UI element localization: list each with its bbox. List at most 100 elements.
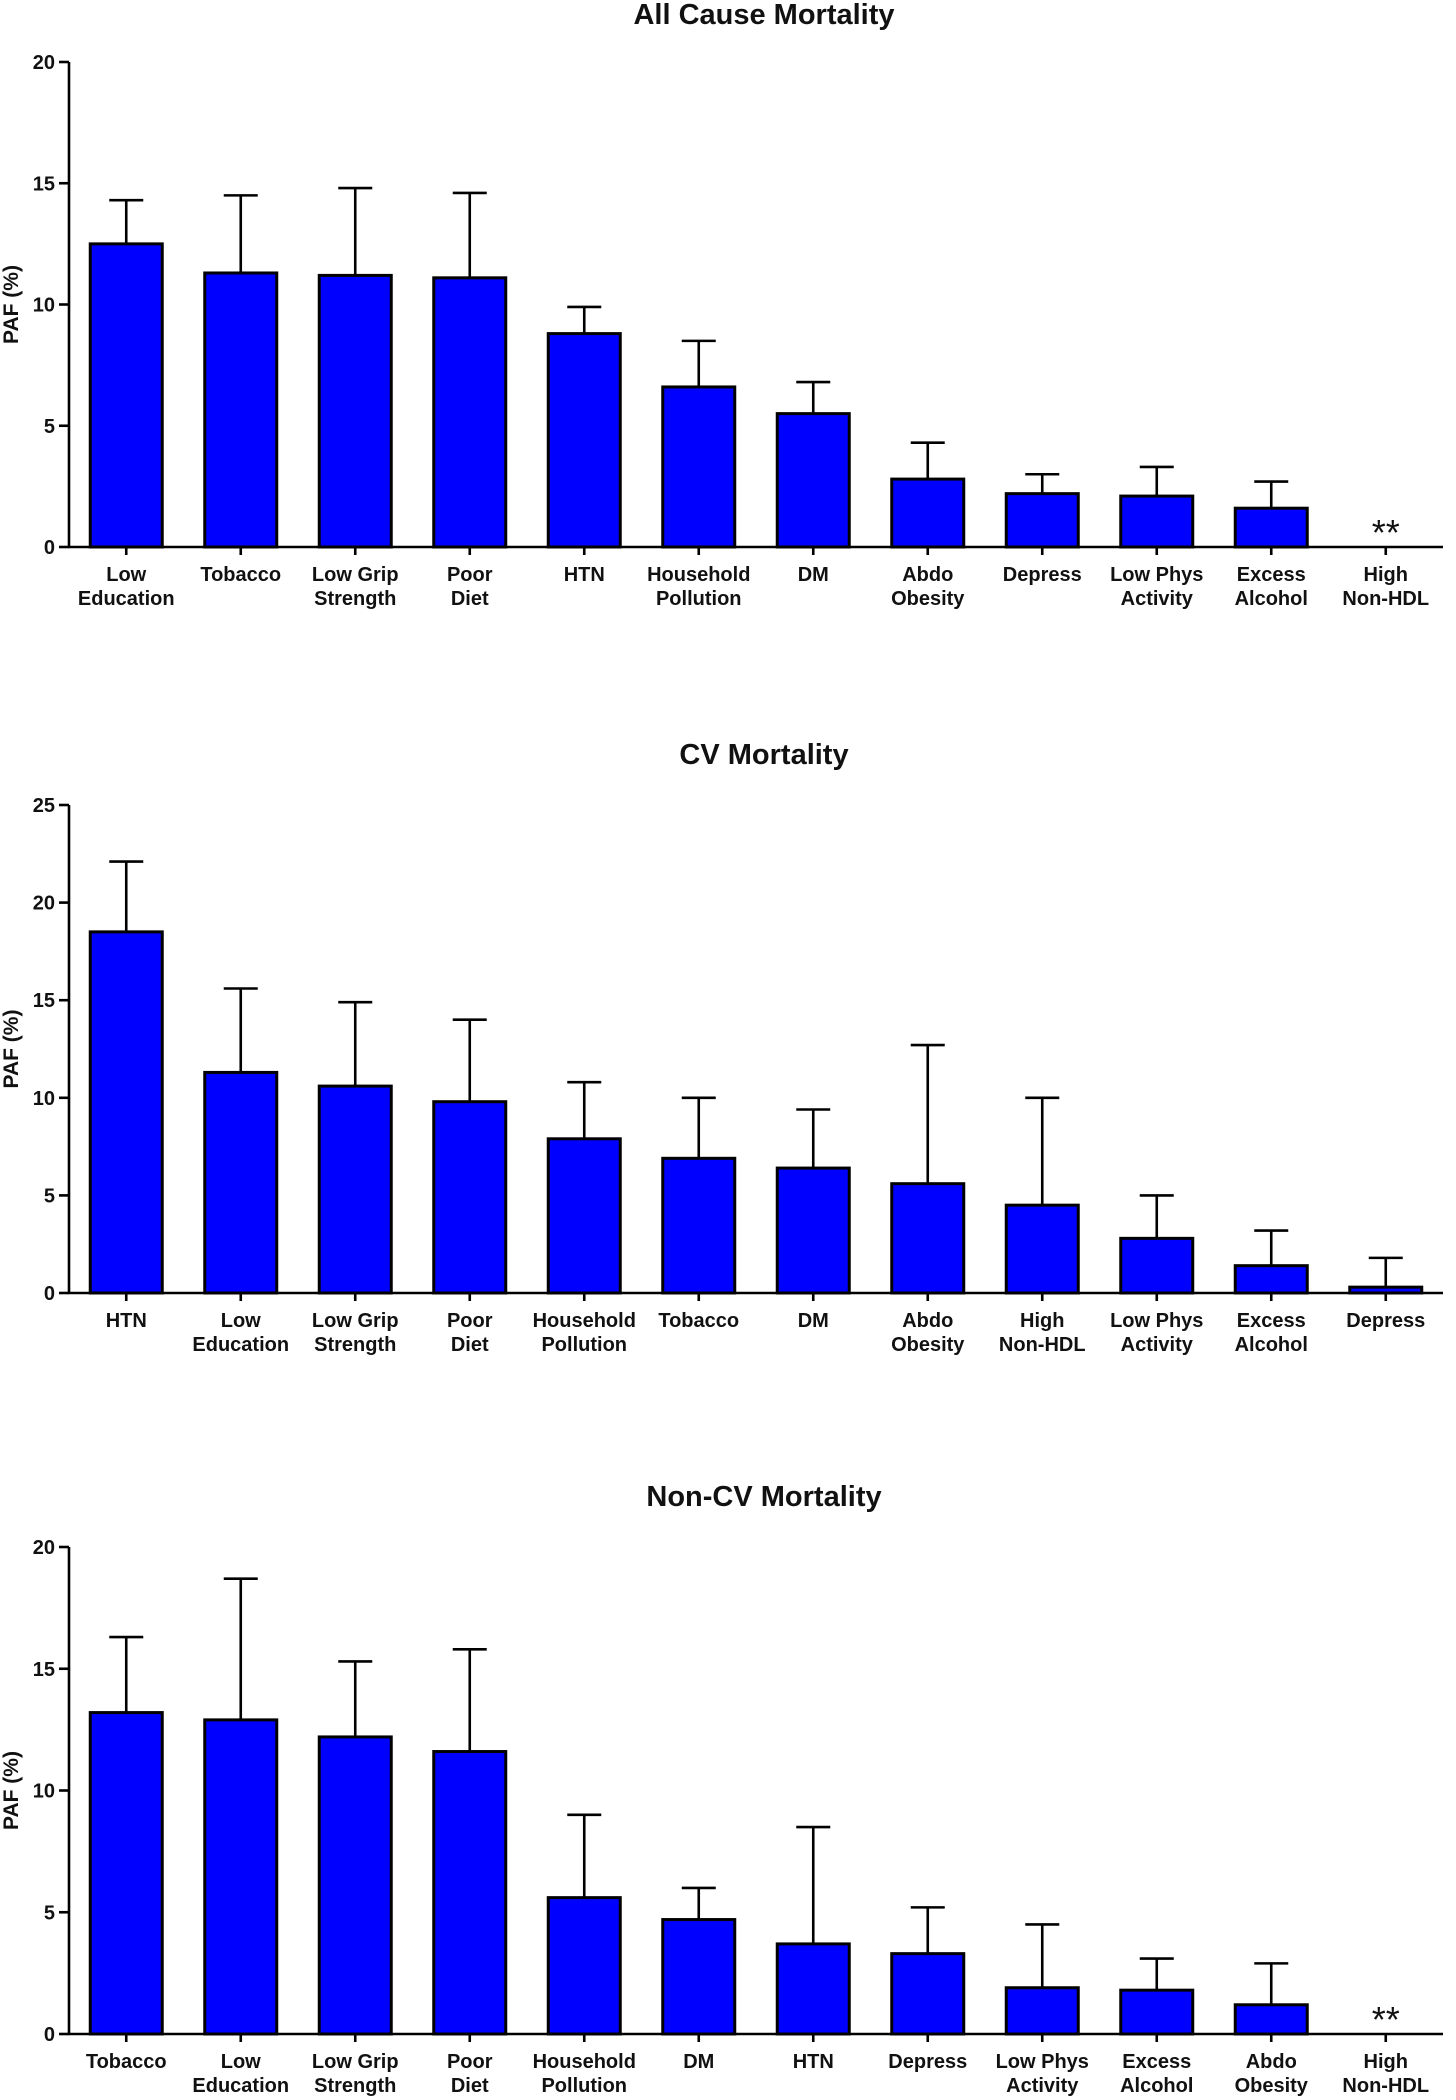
x-tick-label-excess-alcohol: Alcohol [1235, 588, 1308, 610]
y-tick-label: 0 [44, 537, 55, 559]
x-tick-label-poor-diet: Diet [451, 588, 489, 610]
bar-low-grip-strength [317, 273, 393, 549]
x-tick-label-abdo-obesity: Obesity [891, 588, 965, 610]
x-tick-label-htn: HTN [106, 1310, 147, 1332]
x-tick-label-high-non-hdl: Non-HDL [1342, 2075, 1429, 2097]
panel-cv-mortality: CV Mortality PAF (%) 0 5 10 15 20 25 HTN LowEduca… [0, 739, 1443, 1356]
y-tick-label: 10 [33, 295, 55, 317]
x-tick-label-depress: Depress [1346, 1310, 1425, 1332]
x-tick-label-low-grip-strength: Low Grip [312, 2051, 399, 2073]
x-tick-label-household-pollution: Household [533, 1310, 636, 1332]
x-tick-label-poor-diet: Poor [447, 1310, 493, 1332]
y-tick-label: 15 [33, 1659, 55, 1681]
x-tick-label-tobacco: Tobacco [200, 564, 281, 586]
x-tick-label-high-non-hdl: Non-HDL [999, 1334, 1086, 1356]
x-tick-label-low-phys-activity: Low Phys [996, 2051, 1089, 2073]
x-tick-label-household-pollution: Pollution [541, 1334, 627, 1356]
x-tick-label-htn: HTN [793, 2051, 834, 2073]
bar-poor-diet [432, 1100, 508, 1295]
y-tick-label: 20 [33, 893, 55, 915]
bar-htn [775, 1942, 851, 2036]
x-tick-label-poor-diet: Poor [447, 2051, 493, 2073]
bar-tobacco [661, 1156, 737, 1295]
bar-low-grip-strength [317, 1084, 393, 1295]
bar-excess-alcohol [1119, 1988, 1195, 2036]
bar-htn [546, 332, 622, 549]
y-tick-label: 10 [33, 1088, 55, 1110]
x-tick-label-depress: Depress [1003, 564, 1082, 586]
x-tick-label-excess-alcohol: Alcohol [1235, 1334, 1308, 1356]
x-tick-label-poor-diet: Diet [451, 2075, 489, 2097]
y-tick-label: 25 [33, 795, 55, 817]
bar-abdo-obesity [890, 1182, 966, 1295]
x-tick-label-low-grip-strength: Low Grip [312, 564, 399, 586]
bar-abdo-obesity [890, 477, 966, 549]
x-tick-label-low-phys-activity: Activity [1121, 1334, 1194, 1356]
y-tick-label: 15 [33, 990, 55, 1012]
y-tick-label: 0 [44, 1283, 55, 1305]
chart-title: CV Mortality [679, 739, 848, 771]
x-tick-label-dm: DM [798, 1310, 829, 1332]
x-tick-label-dm: DM [683, 2051, 714, 2073]
x-tick-label-household-pollution: Household [647, 564, 750, 586]
bar-excess-alcohol [1233, 506, 1309, 549]
bar-dm [775, 412, 851, 549]
y-tick-label: 5 [44, 416, 55, 438]
x-tick-label-household-pollution: Household [533, 2051, 636, 2073]
y-axis-label: PAF (%) [0, 1751, 23, 1830]
bar-high-non-hdl [1004, 1203, 1080, 1295]
x-tick-label-high-non-hdl: High [1364, 564, 1408, 586]
y-tick-label: 20 [33, 52, 55, 74]
y-tick-label: 5 [44, 1902, 55, 1924]
bar-poor-diet [432, 276, 508, 549]
x-tick-label-low-grip-strength: Strength [314, 2075, 396, 2097]
x-tick-label-low-phys-activity: Activity [1006, 2075, 1079, 2097]
y-tick-label: 15 [33, 173, 55, 195]
bar-tobacco [88, 1711, 164, 2036]
chart-title: Non-CV Mortality [646, 1481, 881, 1513]
y-tick-label: 10 [33, 1781, 55, 1803]
x-tick-label-low-phys-activity: Low Phys [1110, 564, 1203, 586]
bar-low-education [203, 1070, 279, 1295]
bar-poor-diet [432, 1750, 508, 2036]
x-tick-label-low-phys-activity: Low Phys [1110, 1310, 1203, 1332]
y-axis-label: PAF (%) [0, 265, 23, 344]
x-tick-label-low-grip-strength: Low Grip [312, 1310, 399, 1332]
x-tick-label-high-non-hdl: High [1020, 1310, 1064, 1332]
x-tick-label-excess-alcohol: Excess [1237, 1310, 1306, 1332]
x-tick-label-abdo-obesity: Obesity [891, 1334, 965, 1356]
bar-depress [890, 1952, 966, 2036]
bar-low-phys-activity [1004, 1986, 1080, 2036]
x-tick-label-excess-alcohol: Excess [1122, 2051, 1191, 2073]
bar-dm [775, 1166, 851, 1295]
bar-excess-alcohol [1233, 1264, 1309, 1295]
bar-dm [661, 1918, 737, 2036]
bar-low-education [88, 242, 164, 549]
bar-tobacco [203, 271, 279, 549]
bar-household-pollution [546, 1896, 622, 2036]
x-tick-label-depress: Depress [888, 2051, 967, 2073]
y-tick-label: 20 [33, 1537, 55, 1559]
x-tick-label-low-education: Education [78, 588, 175, 610]
chart-title: All Cause Mortality [633, 0, 894, 31]
bar-htn [88, 930, 164, 1295]
x-tick-label-tobacco: Tobacco [658, 1310, 739, 1332]
bar-low-phys-activity [1119, 494, 1195, 549]
x-tick-label-abdo-obesity: Abdo [902, 1310, 953, 1332]
x-tick-label-low-grip-strength: Strength [314, 1334, 396, 1356]
x-tick-label-high-non-hdl: Non-HDL [1342, 588, 1429, 610]
bar-household-pollution [546, 1137, 622, 1295]
bar-depress [1004, 492, 1080, 549]
x-tick-label-low-education: Low [106, 564, 146, 586]
bar-household-pollution [661, 385, 737, 549]
y-axis-label: PAF (%) [0, 1010, 23, 1089]
x-tick-label-htn: HTN [564, 564, 605, 586]
x-tick-label-abdo-obesity: Obesity [1235, 2075, 1309, 2097]
bar-low-grip-strength [317, 1735, 393, 2036]
x-tick-label-household-pollution: Pollution [656, 588, 742, 610]
x-tick-label-low-education: Low [221, 1310, 261, 1332]
x-tick-label-high-non-hdl: High [1364, 2051, 1408, 2073]
x-tick-label-low-education: Education [192, 1334, 289, 1356]
